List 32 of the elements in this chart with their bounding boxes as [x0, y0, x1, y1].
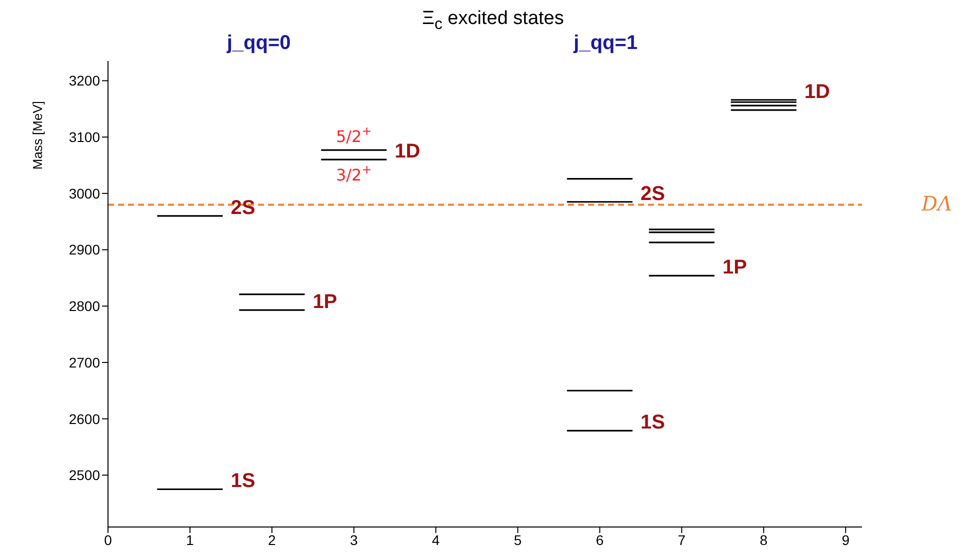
text: j_qq=0: [226, 32, 292, 55]
x-tick-label: 7: [678, 532, 686, 548]
y-axis-title: Mass [MeV]: [30, 101, 45, 170]
x-tick-label: 1: [186, 532, 194, 548]
y-tick-label: 2500: [68, 467, 100, 484]
annotation: 1P: [312, 291, 338, 314]
y-tick-label: 2700: [68, 354, 100, 370]
x-tick-label: 6: [596, 532, 604, 548]
x-tick-label: 5: [514, 532, 522, 548]
y-tick-label: 2800: [68, 298, 100, 314]
y-tick-label: 2900: [68, 242, 100, 258]
text: j_qq=1: [572, 32, 639, 55]
y-tick-label: 3200: [68, 72, 100, 89]
x-tick-label: 4: [432, 532, 440, 548]
annotation: 1S: [230, 470, 256, 492]
annotation: 1D: [394, 140, 420, 163]
annotation: 3/2$^{+}$: [336, 162, 372, 185]
y-tick-label: 3000: [68, 185, 100, 202]
x-tick-label: 2: [268, 532, 276, 548]
chart-title: Ξ$_{c}$ excited states: [421, 8, 565, 34]
x-tick-label: 0: [104, 532, 112, 548]
ref-line-label: DΛ: [920, 192, 952, 216]
annotation: 1S: [640, 412, 665, 434]
annotation: 1P: [722, 256, 747, 279]
x-tick-label: 8: [760, 532, 768, 548]
y-tick-label: 3100: [68, 129, 100, 146]
annotation: 5/2$^{+}$: [336, 124, 372, 146]
y-tick-label: 2600: [68, 410, 100, 427]
x-tick-label: 3: [350, 532, 358, 548]
annotation: 1D: [804, 80, 830, 103]
annotation: 2S: [640, 182, 665, 205]
x-tick-label: 9: [842, 532, 850, 548]
